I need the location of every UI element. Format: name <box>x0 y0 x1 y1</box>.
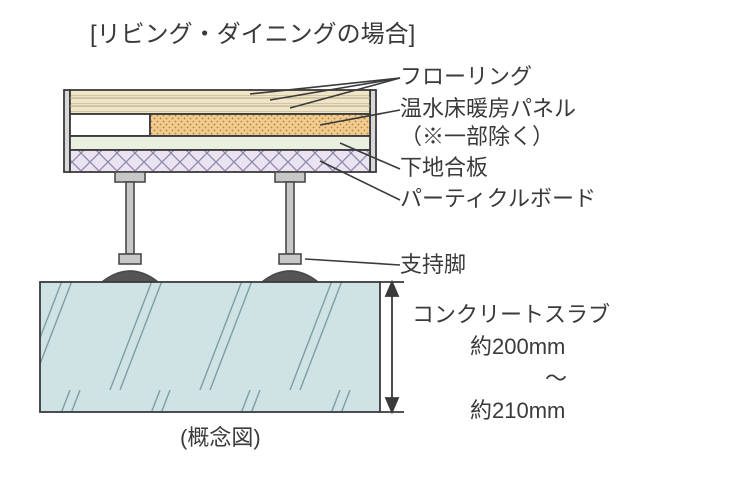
label-slab-3: 〜 <box>545 366 567 391</box>
layer-plywood <box>70 136 370 150</box>
label-flooring: フローリング <box>400 64 532 89</box>
diagram-stage: [リビング・ダイニングの場合] <box>0 0 750 500</box>
label-slab-1: コンクリートスラブ <box>412 302 610 327</box>
diagram-title: [リビング・ダイニングの場合] <box>90 21 415 48</box>
dimension-arrow <box>380 282 404 412</box>
layer-flooring <box>70 90 370 114</box>
layer-heating-panel <box>150 114 370 136</box>
layer-particle-board <box>70 150 370 172</box>
labels: フローリング 温水床暖房パネル （※一部除く） 下地合板 パーティクルボード 支… <box>400 64 610 423</box>
caption: (概念図) <box>180 425 261 450</box>
support-leg-2 <box>262 172 318 282</box>
label-plywood: 下地合板 <box>400 155 488 180</box>
floor-layers <box>64 90 376 172</box>
label-support-leg: 支持脚 <box>400 252 466 277</box>
layer-concrete-slab <box>40 282 380 412</box>
support-leg-1 <box>102 172 158 282</box>
label-heating-2: （※一部除く） <box>400 124 554 149</box>
label-particle: パーティクルボード <box>400 186 596 211</box>
label-heating-1: 温水床暖房パネル <box>400 96 576 121</box>
label-slab-2: 約200mm <box>470 334 565 359</box>
label-slab-4: 約210mm <box>470 398 565 423</box>
